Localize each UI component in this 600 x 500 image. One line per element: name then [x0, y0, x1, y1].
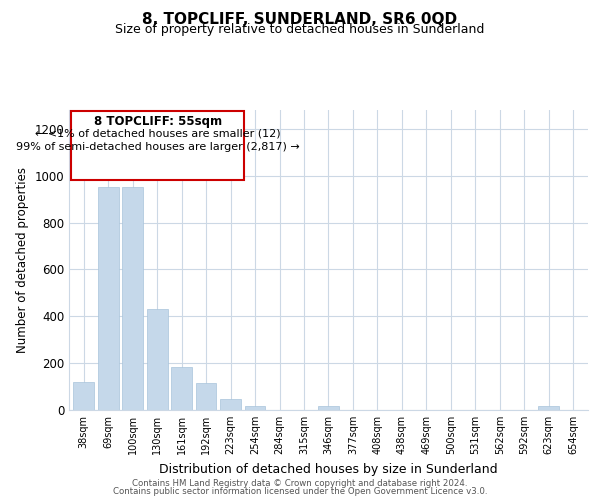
- Text: Contains HM Land Registry data © Crown copyright and database right 2024.: Contains HM Land Registry data © Crown c…: [132, 478, 468, 488]
- Text: Size of property relative to detached houses in Sunderland: Size of property relative to detached ho…: [115, 24, 485, 36]
- Text: ← <1% of detached houses are smaller (12): ← <1% of detached houses are smaller (12…: [35, 128, 281, 138]
- Text: 8 TOPCLIFF: 55sqm: 8 TOPCLIFF: 55sqm: [94, 115, 222, 128]
- Bar: [538, 406, 559, 410]
- Y-axis label: Number of detached properties: Number of detached properties: [16, 167, 29, 353]
- Text: 99% of semi-detached houses are larger (2,817) →: 99% of semi-detached houses are larger (…: [16, 142, 300, 152]
- Bar: [122, 188, 143, 410]
- Bar: [318, 406, 339, 410]
- Bar: [245, 406, 265, 410]
- X-axis label: Distribution of detached houses by size in Sunderland: Distribution of detached houses by size …: [159, 462, 498, 475]
- Text: Contains public sector information licensed under the Open Government Licence v3: Contains public sector information licen…: [113, 487, 487, 496]
- Bar: [220, 400, 241, 410]
- Bar: [98, 188, 119, 410]
- Bar: [196, 383, 217, 410]
- Bar: [171, 366, 192, 410]
- Bar: [73, 382, 94, 410]
- Text: 8, TOPCLIFF, SUNDERLAND, SR6 0QD: 8, TOPCLIFF, SUNDERLAND, SR6 0QD: [142, 12, 458, 28]
- Bar: [147, 309, 167, 410]
